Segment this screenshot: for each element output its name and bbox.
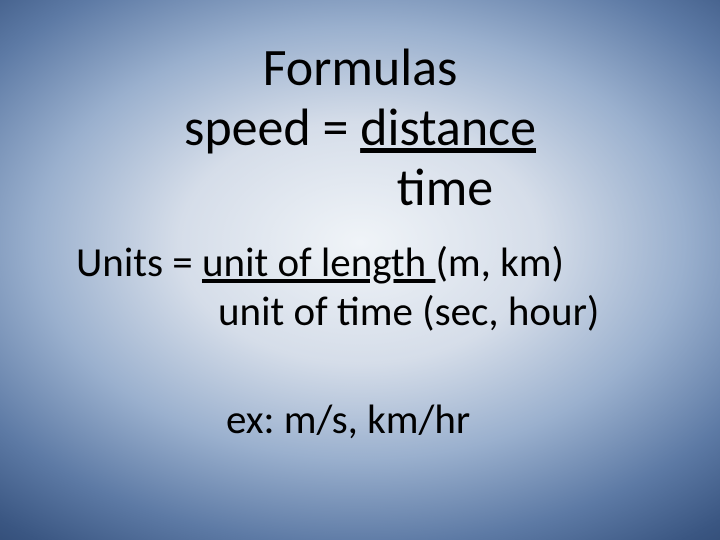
units-numerator: unit of length <box>202 238 435 288</box>
example-line: ex: m/s, km/hr <box>76 396 680 444</box>
units-denominator-line: unit of time (sec, hour) <box>76 288 680 336</box>
units-denominator: unit of time <box>218 287 422 337</box>
slide-container: Formulas speed = distance time Units = u… <box>0 0 720 540</box>
units-block: Units = unit of length (m, km) unit of t… <box>76 239 680 444</box>
units-numerator-examples: (m, km) <box>435 238 564 288</box>
units-prefix: Units = <box>76 238 202 288</box>
title-line-1: Formulas <box>40 38 680 98</box>
units-denominator-examples: (sec, hour) <box>422 287 599 337</box>
formula-numerator-line: speed = distance <box>40 98 680 158</box>
formula-denominator: time <box>40 158 680 218</box>
formula-lhs: speed = <box>184 95 360 159</box>
units-numerator-line: Units = unit of length (m, km) <box>76 239 680 287</box>
formula-numerator: distance <box>360 95 536 159</box>
formula-title-block: Formulas speed = distance time <box>40 38 680 217</box>
